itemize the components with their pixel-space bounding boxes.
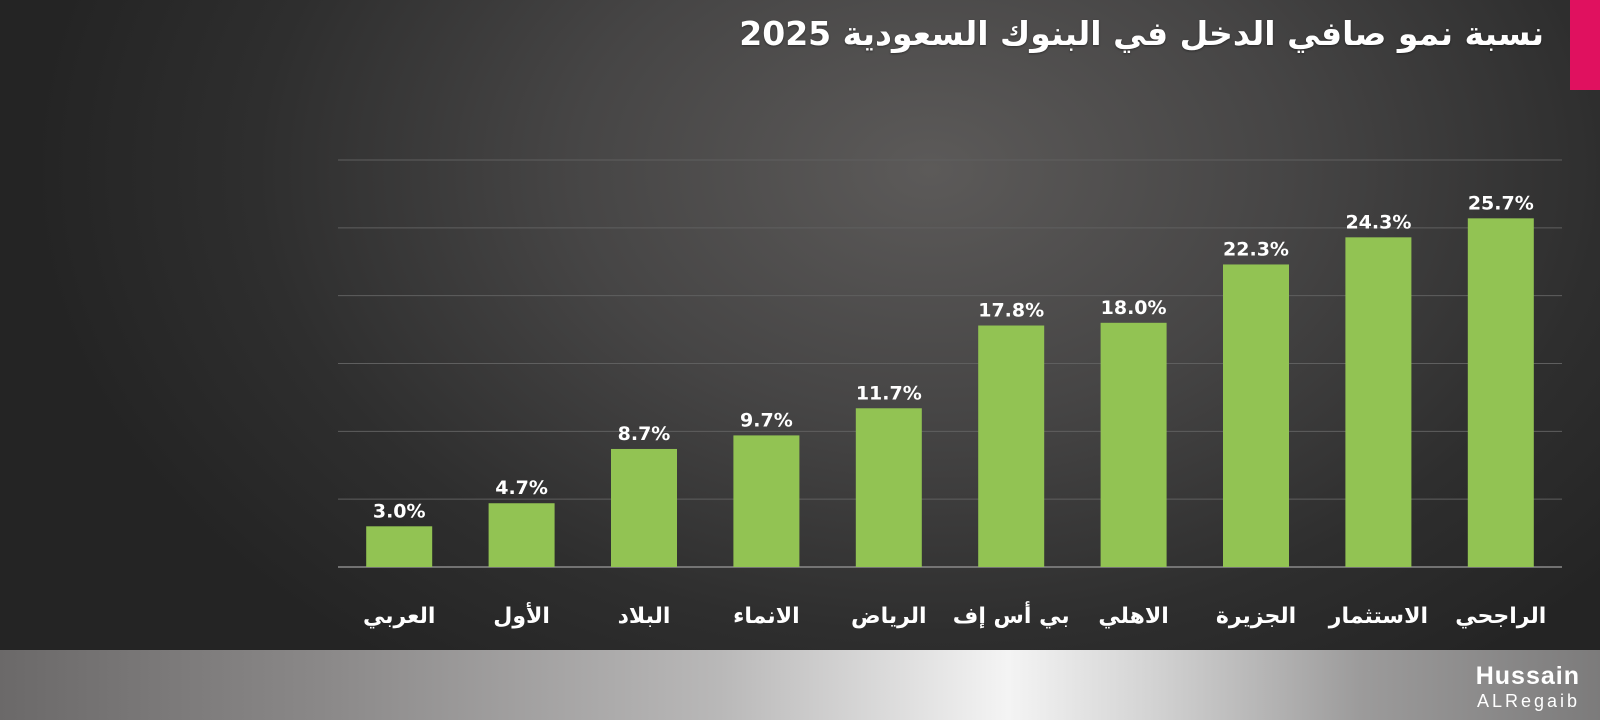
category-label-7: الجزيرة [1216, 604, 1296, 629]
category-label-9: الراجحي [1455, 604, 1546, 629]
bar-7 [1223, 264, 1289, 567]
bar-6 [1100, 322, 1167, 567]
data-label-5: 17.8% [978, 300, 1044, 322]
category-label-6: الاهلي [1098, 604, 1168, 629]
data-labels: 3.0% 4.7% 8.7% 9.7% 11.7% 17.8% 18.0% 22.3% 24.3… [373, 192, 1534, 522]
category-labels: العربي الأول البلاد الانماء الرياض بي أس إف ال… [363, 600, 1546, 629]
category-label-8: الاستثمار [1328, 604, 1428, 629]
data-label-1: 4.7% [495, 477, 548, 499]
data-label-3: 9.7% [740, 409, 793, 431]
bar-5 [978, 325, 1045, 567]
bar-4 [855, 408, 922, 567]
data-label-7: 22.3% [1223, 238, 1289, 260]
bar-9 [1467, 218, 1534, 567]
data-label-6: 18.0% [1101, 297, 1167, 319]
chart-title: نسبة نمو صافي الدخل في البنوك السعودية 2… [739, 14, 1544, 53]
category-label-4: الرياض [851, 604, 927, 629]
category-label-0: العربي [363, 604, 435, 629]
bar-1 [488, 503, 555, 567]
data-label-9: 25.7% [1468, 192, 1534, 214]
logo-surname: ALRegaib [1476, 691, 1580, 711]
data-label-0: 3.0% [373, 500, 426, 522]
category-label-2: البلاد [618, 604, 671, 629]
bar-3 [733, 435, 800, 567]
logo-name: Hussain [1475, 662, 1580, 690]
accent-bar [1570, 0, 1600, 90]
category-label-3: الانماء [733, 604, 799, 629]
category-label-5: بي أس إف [953, 600, 1070, 629]
data-label-4: 11.7% [856, 382, 922, 404]
bars [366, 218, 1534, 567]
bar-2 [611, 448, 677, 567]
category-label-1: الأول [493, 601, 550, 629]
data-label-8: 24.3% [1345, 211, 1411, 233]
bar-8 [1345, 237, 1412, 567]
data-label-2: 8.7% [618, 423, 671, 445]
bar-0 [366, 526, 433, 567]
footer-band [0, 650, 1600, 720]
bar-chart: 3.0% 4.7% 8.7% 9.7% 11.7% 17.8% 18.0% 22.3% 24.3… [338, 159, 1562, 629]
author-logo: Hussain ALRegaib [1410, 662, 1580, 718]
